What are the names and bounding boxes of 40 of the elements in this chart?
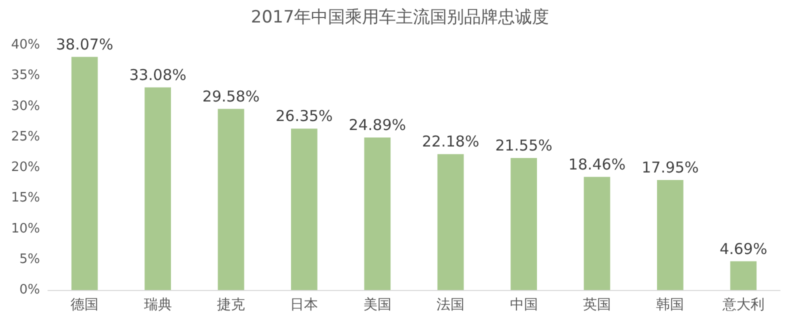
data-label: 33.08% [129,66,186,84]
data-label: 22.18% [422,132,480,151]
x-tick-label: 法国 [436,297,465,313]
bar [510,158,537,290]
x-tick-label: 美国 [363,297,392,313]
data-label: 18.46% [568,155,626,174]
x-tick-label: 中国 [510,297,538,313]
y-tick-label: 5% [19,252,40,267]
x-tick-label: 意大利 [721,297,764,313]
bar [218,108,244,290]
y-tick-label: 10% [11,221,40,236]
y-tick-label: 40% [11,38,40,52]
y-tick-label: 0% [19,282,40,298]
bar [730,261,757,290]
data-label: 4.69% [720,240,768,258]
x-tick-label: 瑞典 [144,297,172,313]
data-label: 24.89% [348,116,406,134]
data-label: 21.55% [495,136,552,155]
data-label: 29.58% [202,87,260,106]
bar [657,180,684,290]
bar [584,176,610,290]
y-tick-label: 15% [11,190,40,206]
y-tick-label: 35% [11,68,40,84]
x-tick-label: 英国 [583,297,611,313]
x-tick-label: 日本 [290,297,318,313]
x-tick-label: 德国 [70,297,99,313]
data-label: 17.95% [642,158,699,177]
bar [437,154,464,290]
data-label: 26.35% [276,107,333,126]
x-tick-label: 韩国 [656,297,684,313]
x-tick-label: 捷克 [217,297,245,313]
bar [144,87,171,290]
bar [364,138,391,290]
y-tick-label: 20% [11,160,40,175]
chart-title: 2017年中国乘用车主流国别品牌忠诚度 [250,8,550,28]
data-label: 38.07% [56,35,114,54]
y-tick-label: 30% [11,98,40,114]
bar [291,128,318,290]
bar [71,56,98,290]
y-tick-label: 25% [11,129,40,144]
